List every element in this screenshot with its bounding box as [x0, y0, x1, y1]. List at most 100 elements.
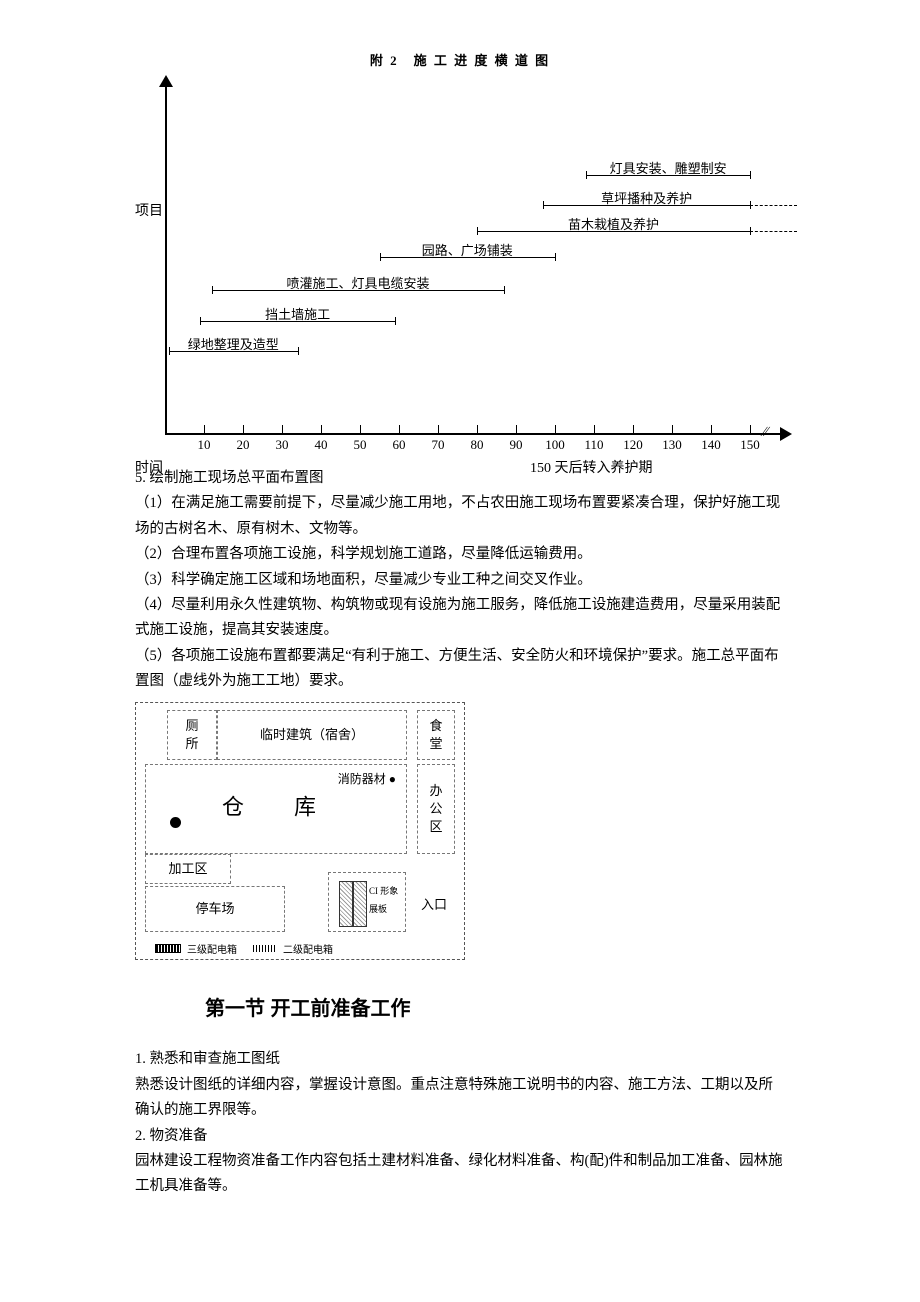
section1-item1-body: 熟悉设计图纸的详细内容，掌握设计意图。重点注意特殊施工说明书的内容、施工方法、工… — [135, 1073, 785, 1124]
legend-label-1: 三级配电箱 — [187, 941, 237, 956]
gantt-bar — [477, 231, 750, 232]
gantt-bar-dash — [750, 231, 797, 232]
sp-ci2-label: 展板 — [369, 903, 387, 916]
x-tick-label: 120 — [623, 437, 643, 453]
x-tick — [399, 425, 400, 435]
sp-office: 办 公 区 — [417, 764, 455, 854]
sp-fire-label: 消防器材 ● — [338, 771, 396, 788]
bar-endtick — [555, 253, 556, 261]
sp-process-label: 加工区 — [168, 860, 207, 878]
bar-endtick — [504, 286, 505, 294]
bar-endtick — [750, 171, 751, 179]
sp-entry-label: 入口 — [421, 894, 447, 913]
x-tick — [711, 425, 712, 435]
bar-endtick — [298, 347, 299, 355]
section1-item1-title: 1. 熟悉和审查施工图纸 — [135, 1047, 785, 1072]
sp-canteen-label: 食 堂 — [429, 717, 442, 753]
x-tick — [282, 425, 283, 435]
bar-endtick — [212, 286, 213, 294]
y-axis — [165, 80, 167, 435]
bar-endtick — [169, 347, 170, 355]
gantt-bar-dash — [750, 205, 797, 206]
x-tick-label: 140 — [701, 437, 721, 453]
gantt-task: 绿地整理及造型 — [169, 351, 298, 377]
gantt-title: 附 2 施 工 进 度 横 道 图 — [135, 50, 785, 69]
para5-p2: （2）合理布置各项施工设施，科学规划施工道路，尽量降低运输费用。 — [135, 542, 785, 567]
para5-heading: 5. 绘制施工现场总平面布置图 — [135, 466, 785, 491]
para5-p3: （3）科学确定施工区域和场地面积，尽量减少专业工种之间交叉作业。 — [135, 568, 785, 593]
x-axis-arrow — [780, 427, 792, 441]
bar-endtick — [477, 227, 478, 235]
paragraph-5: 5. 绘制施工现场总平面布置图 （1）在满足施工需要前提下，尽量减少施工用地，不… — [135, 466, 785, 694]
x-tick — [360, 425, 361, 435]
axis-break: ∕∕ — [763, 425, 768, 441]
x-tick — [204, 425, 205, 435]
gantt-bar — [212, 290, 505, 291]
x-tick-label: 80 — [471, 437, 484, 453]
x-tick-label: 50 — [354, 437, 367, 453]
sp-process: 加工区 — [145, 854, 231, 884]
x-tick-label: 60 — [393, 437, 406, 453]
gantt-task: 喷灌施工、灯具电缆安装 — [212, 290, 505, 316]
para5-p4: （4）尽量利用永久性建筑物、构筑物或现有设施为施工服务，降低施工设施建造费用，尽… — [135, 593, 785, 644]
sp-ci-area: CI 形象 展板 — [328, 872, 406, 932]
sp-warehouse: 消防器材 ● 仓 库 — [145, 764, 407, 854]
bar-endtick — [543, 201, 544, 209]
sp-office-label: 办 公 区 — [429, 782, 442, 837]
legend-label-2: 二级配电箱 — [283, 941, 333, 956]
section1-heading: 第一节 开工前准备工作 — [205, 992, 785, 1021]
sp-parking: 停车场 — [145, 886, 285, 932]
x-tick-label: 150 — [740, 437, 760, 453]
x-tick-label: 110 — [584, 437, 603, 453]
x-tick-label: 30 — [276, 437, 289, 453]
sp-toilet-label: 厕 所 — [185, 717, 198, 753]
gantt-bar — [380, 257, 556, 258]
section1-body: 1. 熟悉和审查施工图纸 熟悉设计图纸的详细内容，掌握设计意图。重点注意特殊施工… — [135, 1047, 785, 1199]
x-tick — [321, 425, 322, 435]
legend-icon-1 — [155, 944, 181, 953]
x-tick — [633, 425, 634, 435]
bar-endtick — [395, 317, 396, 325]
x-tick-label: 100 — [545, 437, 565, 453]
x-tick-label: 20 — [237, 437, 250, 453]
ci-box-icon-1 — [339, 881, 353, 927]
x-tick-label: 10 — [198, 437, 211, 453]
gantt-note: 150 天后转入养护期 — [530, 457, 653, 477]
sp-toilet: 厕 所 — [167, 710, 217, 760]
sp-warehouse-label: 仓 库 — [222, 792, 330, 823]
x-axis — [165, 433, 785, 435]
para5-p5: （5）各项施工设施布置都要满足“有利于施工、方便生活、安全防火和环境保护”要求。… — [135, 644, 785, 695]
ci-box-icon-2 — [353, 881, 367, 927]
x-tick — [477, 425, 478, 435]
gantt-bar — [586, 175, 750, 176]
para5-p1: （1）在满足施工需要前提下，尽量减少施工用地，不占农田施工现场布置要紧凑合理，保… — [135, 491, 785, 542]
bar-endtick — [380, 253, 381, 261]
site-plan-diagram: 厕 所 临时建筑（宿舍） 食 堂 消防器材 ● 仓 库 办 公 区 加工区 停车… — [135, 702, 467, 962]
sp-legend: 三级配电箱 二级配电箱 — [155, 941, 333, 956]
sp-dot — [170, 817, 181, 828]
section1-item2-body: 园林建设工程物资准备工作内容包括土建材料准备、绿化材料准备、构(配)件和制品加工… — [135, 1149, 785, 1200]
x-tick-label: 70 — [432, 437, 445, 453]
y-axis-label: 项目 — [135, 200, 163, 220]
sp-canteen: 食 堂 — [417, 710, 455, 760]
sp-ci1-label: CI 形象 — [369, 885, 398, 898]
sp-dorm: 临时建筑（宿舍） — [217, 710, 407, 760]
x-tick-label: 130 — [662, 437, 682, 453]
x-tick — [750, 425, 751, 435]
x-tick — [555, 425, 556, 435]
x-axis-label: 时间 — [135, 457, 163, 477]
section1-item2-title: 2. 物资准备 — [135, 1124, 785, 1149]
sp-fire-text: 消防器材 — [338, 772, 386, 786]
gantt-bar — [543, 205, 750, 206]
sp-dorm-label: 临时建筑（宿舍） — [260, 726, 364, 744]
x-tick — [672, 425, 673, 435]
sp-parking-label: 停车场 — [195, 900, 234, 918]
x-tick — [516, 425, 517, 435]
x-tick-label: 40 — [315, 437, 328, 453]
legend-icon-2 — [253, 945, 277, 952]
x-tick — [243, 425, 244, 435]
gantt-bar — [200, 321, 395, 322]
x-tick — [594, 425, 595, 435]
gantt-chart: ∕∕ 项目 时间 150 天后转入养护期 1020304050607080901… — [135, 75, 795, 460]
gantt-task: 苗木栽植及养护 — [477, 231, 750, 257]
